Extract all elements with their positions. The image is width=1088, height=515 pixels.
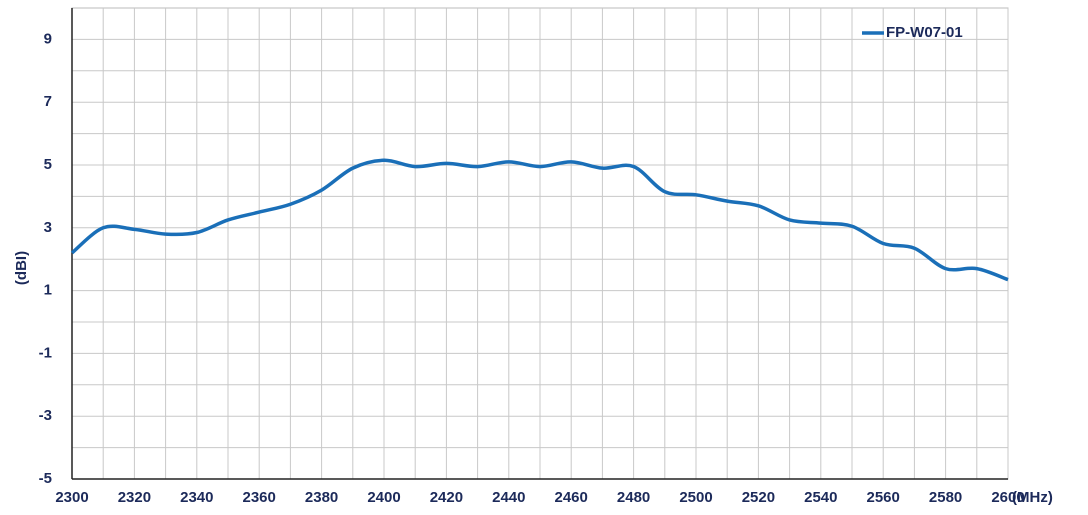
x-tick-label: 2560: [867, 489, 900, 506]
x-tick-label: 2480: [617, 489, 650, 506]
x-tick-label: 2460: [555, 489, 588, 506]
x-tick-label: 2360: [243, 489, 276, 506]
series-line: [70, 158, 1009, 282]
x-tick-label: 2380: [305, 489, 338, 506]
x-tick-label: 2540: [804, 489, 837, 506]
y-tick-label: 3: [44, 219, 52, 236]
x-tick-label: 2440: [492, 489, 525, 506]
x-tick-label: 2600: [991, 489, 1024, 506]
y-axis-label: (dBI): [13, 251, 30, 285]
x-tick-label: 2340: [180, 489, 213, 506]
x-tick-label: 2500: [679, 489, 712, 506]
x-axis-label: (MHz): [1012, 489, 1053, 506]
x-tick-label: 2320: [118, 489, 151, 506]
y-tick-label: -3: [39, 407, 52, 424]
x-tick-label: 2300: [55, 489, 88, 506]
x-tick-label: 2520: [742, 489, 775, 506]
y-tick-label: -5: [39, 470, 52, 487]
y-tick-label: 7: [44, 93, 52, 110]
y-tick-label: 5: [44, 156, 52, 173]
y-tick-label: -1: [39, 344, 52, 361]
x-tick-label: 2420: [430, 489, 463, 506]
y-tick-label: 1: [44, 282, 52, 299]
x-tick-label: 2400: [367, 489, 400, 506]
legend-label: FP-W07-01: [886, 24, 963, 41]
x-tick-label: 2580: [929, 489, 962, 506]
y-tick-label: 9: [44, 30, 52, 47]
